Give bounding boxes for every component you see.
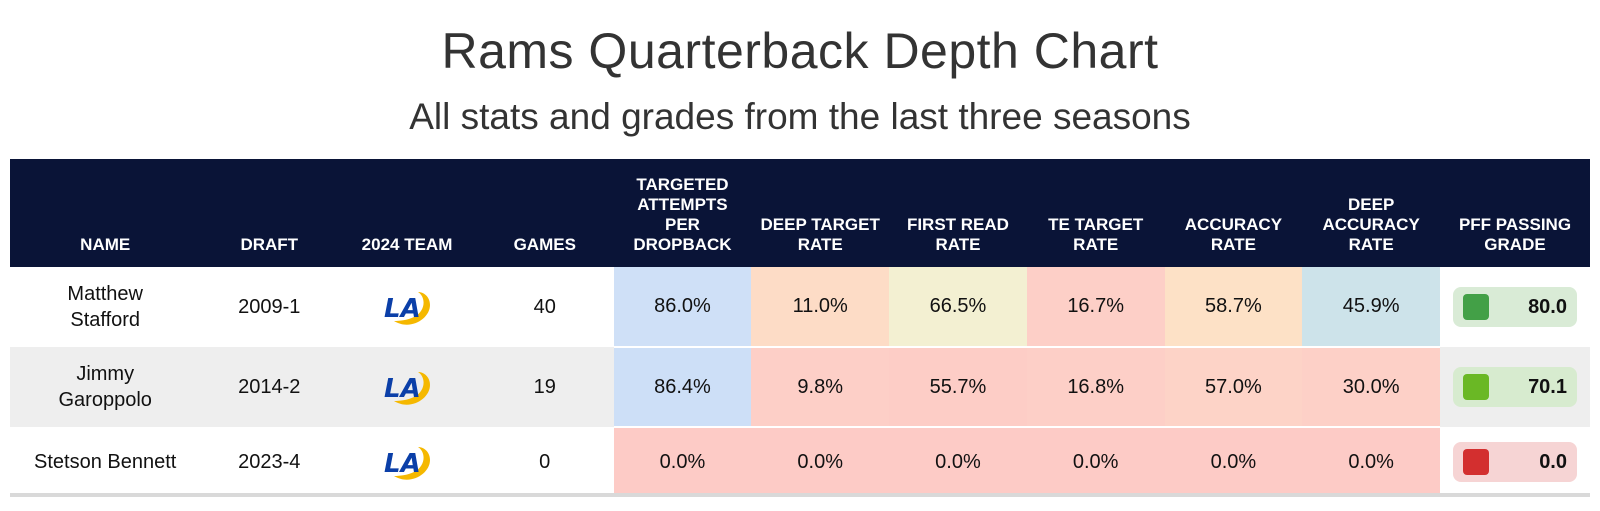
accuracy-cell: 57.0% bbox=[1164, 347, 1303, 428]
col-header-pff-grade: PFF PASSING GRADE bbox=[1440, 159, 1590, 267]
first-read-cell: 0.0% bbox=[889, 427, 1027, 498]
draft-cell: 2009-1 bbox=[238, 295, 301, 318]
games-cell: 40 bbox=[533, 295, 556, 318]
logo-text: LA bbox=[384, 449, 421, 479]
accuracy-cell: 58.7% bbox=[1164, 267, 1303, 348]
player-name: Jimmy Garoppolo bbox=[10, 347, 201, 427]
col-header-name: NAME bbox=[10, 159, 201, 267]
rams-la-logo-icon: LA bbox=[384, 372, 430, 405]
first-read-cell: 66.5% bbox=[889, 267, 1027, 348]
deep-accuracy-cell: 0.0% bbox=[1302, 427, 1441, 498]
table-row: Matthew Stafford 2009-1 LA 40 86.0% 11.0%… bbox=[10, 267, 1590, 348]
deep-target-cell: 0.0% bbox=[751, 427, 890, 498]
col-header-games: GAMES bbox=[475, 159, 614, 267]
table-bottom-rule bbox=[10, 493, 1590, 497]
draft-cell: 2023-4 bbox=[238, 450, 301, 473]
depth-chart-table: NAME DRAFT 2024 TEAM GAMES TARGETED ATTE… bbox=[10, 159, 1590, 498]
logo-text: LA bbox=[384, 294, 421, 324]
targeted-cell: 86.4% bbox=[613, 347, 752, 428]
te-target-cell: 16.7% bbox=[1026, 267, 1165, 348]
player-name: Matthew Stafford bbox=[67, 283, 143, 331]
grade-color-box bbox=[1463, 294, 1489, 320]
header-row: NAME DRAFT 2024 TEAM GAMES TARGETED ATTE… bbox=[10, 159, 1590, 267]
col-header-first-read: FIRST READ RATE bbox=[889, 159, 1027, 267]
rams-la-logo-icon: LA bbox=[384, 292, 430, 325]
pff-grade-cell: 0.0 bbox=[1440, 427, 1590, 497]
col-header-deep-accuracy: DEEP ACCURACY RATE bbox=[1302, 159, 1441, 267]
page-subtitle: All stats and grades from the last three… bbox=[409, 96, 1191, 137]
col-header-targeted: TARGETED ATTEMPTS PER DROPBACK bbox=[613, 159, 752, 267]
col-header-deep-target: DEEP TARGET RATE bbox=[751, 159, 890, 267]
grade-pill: 70.1 bbox=[1453, 367, 1577, 407]
page-title: Rams Quarterback Depth Chart bbox=[441, 23, 1159, 79]
col-header-te-target: TE TARGET RATE bbox=[1026, 159, 1165, 267]
col-header-draft: DRAFT bbox=[200, 159, 339, 267]
games-cell: 19 bbox=[475, 347, 614, 427]
grade-color-box bbox=[1463, 449, 1489, 475]
pff-grade-cell: 70.1 bbox=[1440, 347, 1590, 427]
grade-value: 70.1 bbox=[1528, 375, 1567, 398]
targeted-cell: 0.0% bbox=[613, 427, 752, 498]
team-cell: LA bbox=[338, 347, 476, 427]
deep-accuracy-cell: 45.9% bbox=[1302, 267, 1441, 348]
table-row: Stetson Bennett 2023-4 LA 0 0.0% 0.0% 0.… bbox=[10, 427, 1590, 498]
accuracy-cell: 0.0% bbox=[1164, 427, 1303, 498]
logo-text: LA bbox=[384, 374, 421, 404]
col-header-accuracy: ACCURACY RATE bbox=[1164, 159, 1303, 267]
table-row: Jimmy Garoppolo 2014-2 LA 19 86.4% 9.8% 5… bbox=[10, 347, 1590, 428]
te-target-cell: 16.8% bbox=[1026, 347, 1165, 428]
deep-target-cell: 9.8% bbox=[751, 347, 890, 428]
grade-value: 0.0 bbox=[1539, 450, 1567, 473]
deep-accuracy-cell: 30.0% bbox=[1302, 347, 1441, 428]
games-cell: 0 bbox=[539, 450, 551, 473]
grade-pill: 80.0 bbox=[1453, 287, 1577, 327]
grade-color-box bbox=[1463, 374, 1489, 400]
draft-cell: 2014-2 bbox=[200, 347, 339, 427]
grade-value: 80.0 bbox=[1528, 295, 1567, 318]
targeted-cell: 86.0% bbox=[613, 267, 752, 348]
te-target-cell: 0.0% bbox=[1026, 427, 1165, 498]
player-name: Stetson Bennett bbox=[34, 451, 177, 473]
pff-grade-cell: 80.0 bbox=[1440, 267, 1590, 347]
deep-target-cell: 11.0% bbox=[751, 267, 890, 348]
team-cell: LA bbox=[338, 427, 476, 497]
first-read-cell: 55.7% bbox=[889, 347, 1027, 428]
col-header-team: 2024 TEAM bbox=[338, 159, 476, 267]
grade-pill: 0.0 bbox=[1453, 442, 1577, 482]
rams-la-logo-icon: LA bbox=[384, 447, 430, 480]
team-cell: LA bbox=[338, 267, 476, 347]
